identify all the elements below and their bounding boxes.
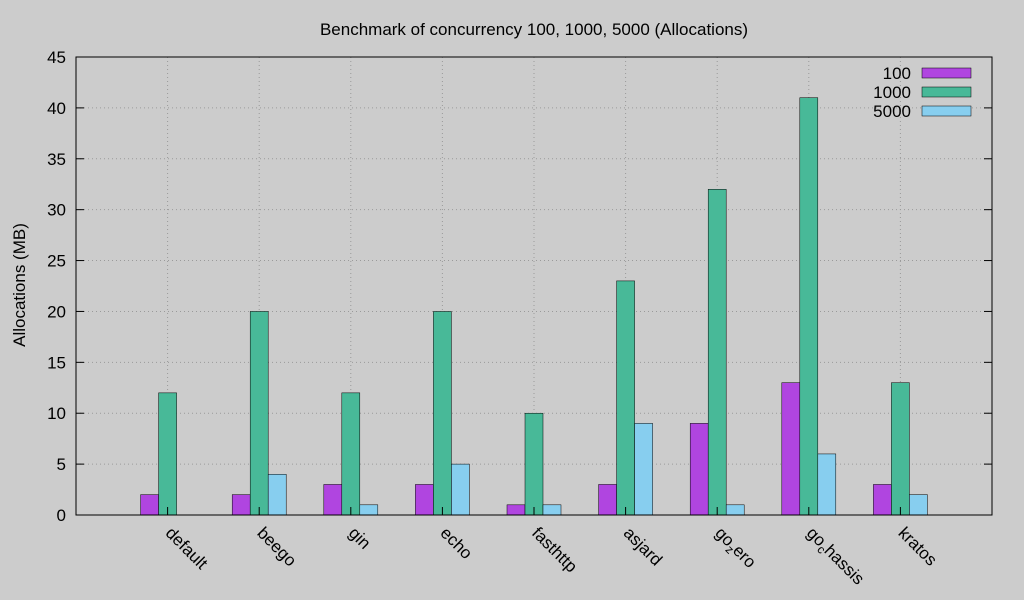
y-tick-label: 15: [47, 353, 66, 372]
x-tick-label: gozero: [709, 523, 760, 574]
bar-5000-echo: [451, 463, 470, 516]
bar-100-gin: [323, 484, 343, 516]
y-tick-label: 30: [47, 201, 66, 220]
y-tick-label: 40: [47, 99, 66, 118]
x-tick-label: default: [162, 523, 212, 573]
x-tick-label: echo: [437, 523, 477, 563]
bar-1000-default: [158, 392, 177, 516]
bar-5000-go-chassis: [817, 453, 837, 516]
bar-1000-echo: [433, 311, 452, 516]
legend-label: 100: [883, 64, 911, 83]
bar-5000-fasthttp: [542, 504, 562, 516]
x-tick-label-text: kratos: [895, 523, 941, 569]
x-tick-label-text: default: [162, 523, 212, 573]
x-tick-label-text: fasthttp: [528, 523, 581, 576]
bar-100-go-zero: [689, 423, 709, 516]
x-tick-label: gin: [345, 523, 374, 552]
bar-1000-asjard: [616, 280, 635, 516]
chart-title: Benchmark of concurrency 100, 1000, 5000…: [320, 20, 748, 39]
x-tick-label-text: beego: [253, 523, 300, 570]
y-tick-label: 35: [47, 150, 66, 169]
x-tick-label: gochassis: [801, 523, 868, 590]
x-tick-label-rest: hassis: [821, 541, 869, 589]
bar-5000-go-zero: [725, 504, 745, 516]
x-tick-label: asjard: [620, 523, 666, 569]
x-tick-label-text: asjard: [620, 523, 666, 569]
legend-swatch-5000: [921, 105, 972, 117]
x-tick-label: kratos: [895, 523, 941, 569]
bar-100-asjard: [598, 484, 617, 516]
bar-5000-gin: [359, 504, 379, 516]
legend-swatch-100: [921, 67, 972, 79]
y-tick-label: 45: [47, 48, 66, 67]
bar-5000-kratos: [909, 494, 928, 516]
bar-100-fasthttp: [506, 504, 526, 516]
bar-1000-fasthttp: [524, 412, 544, 516]
x-tick-label: fasthttp: [528, 523, 581, 576]
bar-1000-gin: [341, 392, 361, 516]
bar-100-default: [140, 494, 159, 516]
plot-frame: [75, 56, 993, 516]
grid-lines: [76, 57, 992, 515]
bar-1000-kratos: [891, 382, 910, 516]
bar-100-beego: [231, 494, 251, 516]
bars: [140, 97, 928, 516]
x-tick-label: beego: [253, 523, 300, 570]
y-axis-label: Allocations (MB): [10, 223, 29, 347]
bar-1000-beego: [249, 311, 269, 516]
x-axis-ticks: default beego gin echo fasthttp asjard gozerog…: [162, 507, 941, 590]
bar-1000-go-chassis: [799, 97, 819, 516]
bar-100-kratos: [873, 484, 892, 516]
legend-label: 1000: [873, 83, 911, 102]
y-tick-label: 0: [57, 506, 66, 525]
bar-1000-go-zero: [707, 189, 727, 516]
bar-100-go-chassis: [781, 382, 801, 516]
bar-100-echo: [415, 484, 434, 516]
x-tick-label-text: gin: [345, 523, 374, 552]
y-tick-label: 20: [47, 302, 66, 321]
bar-5000-asjard: [634, 423, 653, 516]
x-tick-label-text: echo: [437, 523, 477, 563]
y-axis-ticks: 0 5 10 15 20 25 30 35 40 45: [47, 48, 992, 525]
y-tick-label: 10: [47, 404, 66, 423]
bar-5000-beego: [267, 474, 287, 516]
legend-swatch-1000: [921, 86, 972, 98]
legend-label: 5000: [873, 102, 911, 121]
y-tick-label: 5: [57, 455, 66, 474]
y-tick-label: 25: [47, 252, 66, 271]
